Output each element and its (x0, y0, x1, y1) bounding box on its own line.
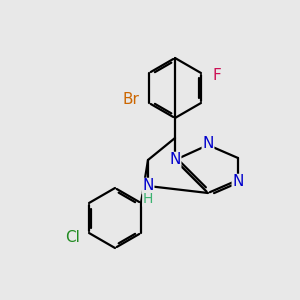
Text: N: N (202, 136, 214, 151)
Text: H: H (143, 192, 153, 206)
Text: Cl: Cl (66, 230, 80, 244)
Text: N: N (142, 178, 154, 194)
Text: N: N (232, 175, 244, 190)
Text: N: N (169, 152, 181, 167)
Text: F: F (213, 68, 221, 82)
Text: Br: Br (123, 92, 140, 106)
